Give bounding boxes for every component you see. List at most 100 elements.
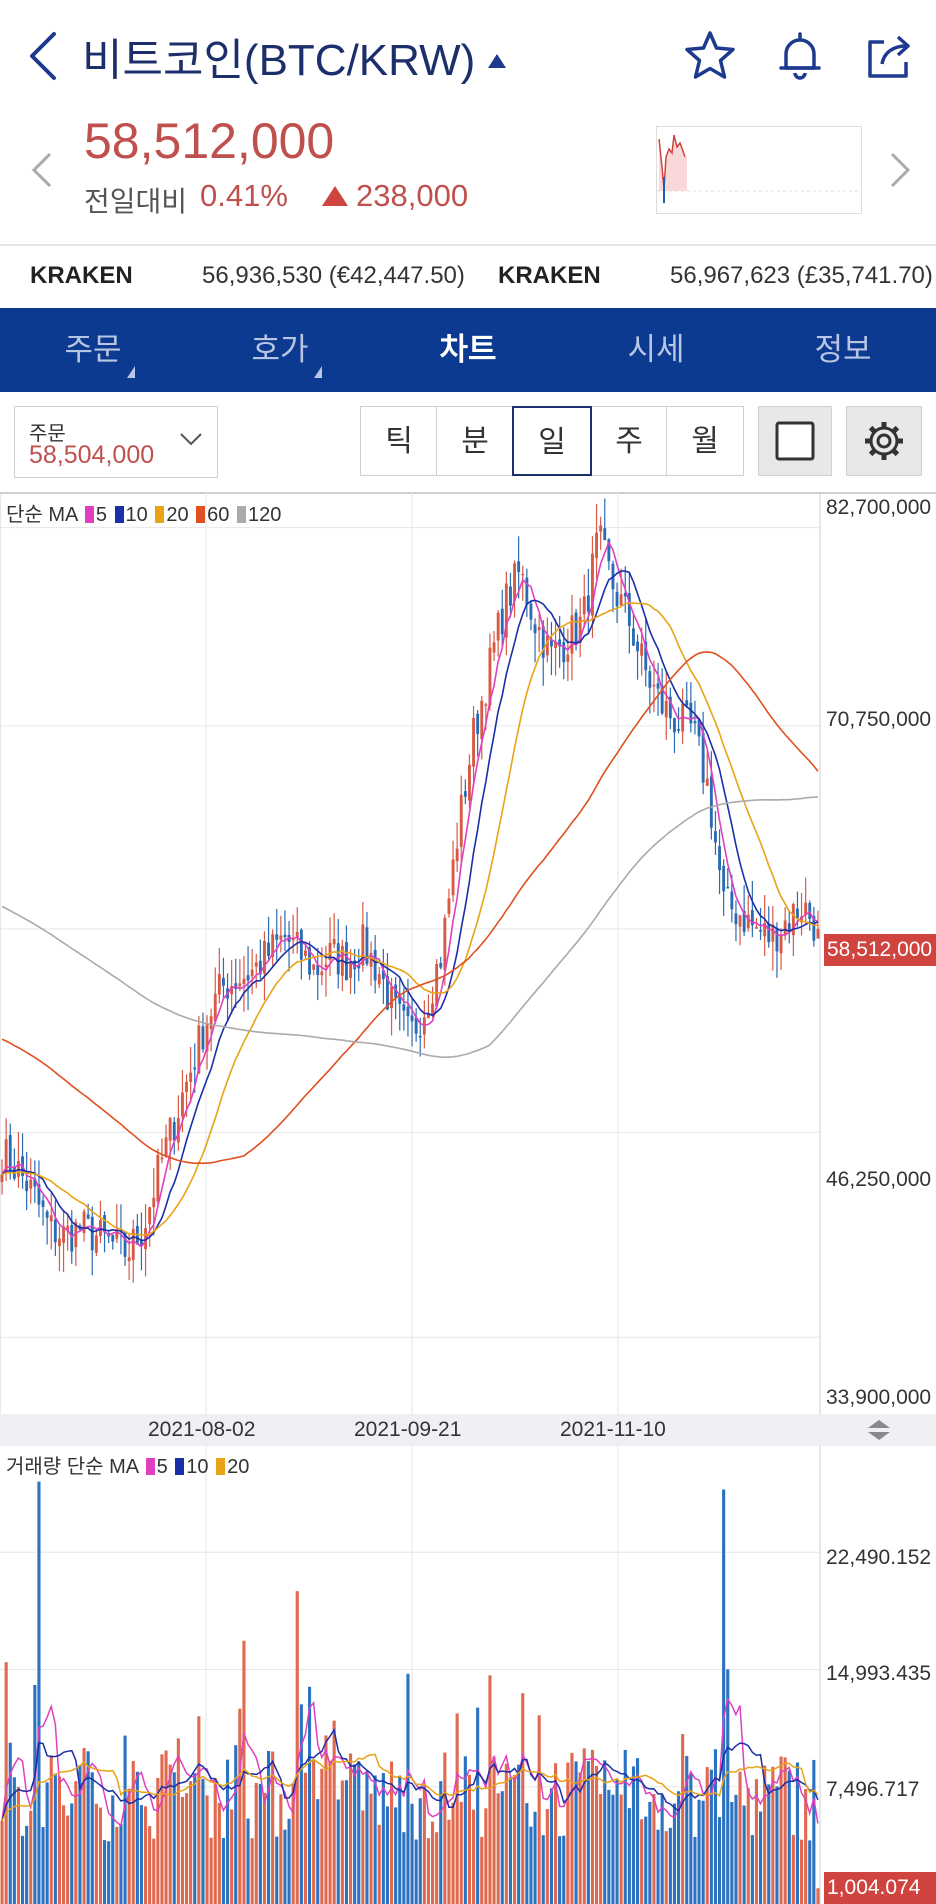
volume-bar (549, 1788, 554, 1904)
chart-settings-button[interactable] (846, 406, 922, 476)
volume-bar (590, 1749, 595, 1904)
candle-body (775, 928, 779, 952)
back-arrow-icon[interactable] (24, 28, 64, 84)
tab-orderbook[interactable]: 호가 (200, 308, 360, 392)
volume-chart[interactable] (0, 1446, 936, 1904)
page-title[interactable]: 비트코인(BTC/KRW) (82, 36, 476, 85)
volume-bar (131, 1760, 135, 1904)
tab-order[interactable]: 주문 (13, 308, 173, 392)
volume-bar (336, 1799, 340, 1904)
bell-icon[interactable] (772, 28, 828, 84)
tab-market-price[interactable]: 시세 (576, 308, 736, 392)
fullscreen-button[interactable] (758, 406, 832, 476)
volume-bar (586, 1761, 590, 1904)
up-triangle-icon (322, 186, 348, 206)
candle-body (349, 962, 352, 979)
period-month[interactable]: 월 (666, 406, 744, 476)
period-minute[interactable]: 분 (436, 406, 514, 476)
volume-bar (8, 1742, 12, 1904)
volume-bar (168, 1764, 172, 1904)
star-icon[interactable] (682, 28, 738, 84)
square-icon (775, 421, 815, 461)
volume-bar (558, 1836, 562, 1904)
candle-body (58, 1238, 61, 1247)
candle-body (406, 1006, 410, 1017)
volume-bar (348, 1753, 353, 1904)
volume-bar (476, 1707, 480, 1904)
date-axis[interactable] (0, 1414, 936, 1446)
volume-bar (422, 1785, 426, 1904)
candle-body (299, 929, 303, 960)
volume-bar (787, 1770, 791, 1904)
candle-body (304, 950, 307, 956)
y-tick-label: 22,490.152 (826, 1546, 932, 1569)
volume-bar (98, 1807, 103, 1904)
candle-body (258, 960, 262, 975)
period-tick[interactable]: 틱 (360, 406, 438, 476)
volume-bar (611, 1794, 615, 1904)
volume-bar (517, 1764, 521, 1904)
candle-body (357, 964, 361, 969)
candle-body (160, 1157, 164, 1160)
candle-body (722, 865, 726, 892)
candle-body (746, 914, 750, 929)
tab-chart[interactable]: 차트 (388, 308, 548, 392)
ma60-swatch (196, 506, 206, 523)
candle-body (8, 1135, 12, 1171)
volume-bar (217, 1802, 221, 1904)
volume-bar (250, 1838, 254, 1904)
tab-label: 호가 (251, 332, 309, 367)
volume-bar (783, 1757, 787, 1904)
order-price-select[interactable]: 주문 58,504,000 (14, 406, 218, 478)
candle-body (381, 969, 385, 980)
candle-body (582, 596, 586, 615)
legend-ma: 20 (166, 504, 189, 526)
candle-body (86, 1214, 90, 1219)
price-chart[interactable] (0, 492, 936, 1414)
dropdown-corner-icon (127, 366, 135, 378)
candle-body (33, 1178, 37, 1187)
candle-body (566, 654, 570, 662)
volume-bar (508, 1777, 513, 1904)
volume-bar (135, 1771, 139, 1904)
volume-bar (705, 1767, 709, 1904)
candle-body (283, 934, 287, 938)
share-icon[interactable] (862, 28, 918, 84)
volume-bar (189, 1781, 193, 1904)
next-coin-icon[interactable] (888, 150, 912, 200)
header: 비트코인(BTC/KRW) (0, 0, 936, 110)
volume-bar (402, 1832, 406, 1904)
volume-bar (771, 1766, 775, 1904)
volume-bar (623, 1749, 627, 1904)
volume-bar (447, 1819, 451, 1904)
volume-bar (758, 1811, 763, 1904)
candle-body (738, 915, 742, 927)
period-day[interactable]: 일 (512, 406, 592, 476)
candle-body (656, 683, 660, 689)
volume-bar (12, 1777, 16, 1904)
resize-handle-icon[interactable] (864, 1418, 894, 1442)
volume-bar (775, 1786, 779, 1904)
volume-bar (693, 1836, 697, 1904)
volume-bar (361, 1810, 365, 1904)
volume-bar (722, 1489, 726, 1904)
candle-body (217, 973, 221, 995)
volume-bar (562, 1835, 566, 1904)
volume-bar (102, 1840, 107, 1904)
period-week[interactable]: 주 (590, 406, 668, 476)
volume-bar (426, 1838, 431, 1904)
volume-bar (74, 1781, 78, 1904)
title-dropdown-icon[interactable] (488, 54, 506, 68)
volume-bar (37, 1481, 41, 1904)
prev-coin-icon[interactable] (30, 150, 54, 200)
mini-price-chart[interactable] (656, 126, 862, 214)
volume-bar (143, 1806, 148, 1904)
tab-info[interactable]: 정보 (763, 308, 923, 392)
volume-bar (443, 1752, 447, 1904)
volume-bar (566, 1762, 570, 1904)
candle-body (172, 1122, 176, 1141)
candle-body (279, 935, 283, 940)
candle-body (500, 608, 504, 635)
candle-body (201, 1026, 205, 1050)
legend-ma: 5 (95, 504, 107, 526)
